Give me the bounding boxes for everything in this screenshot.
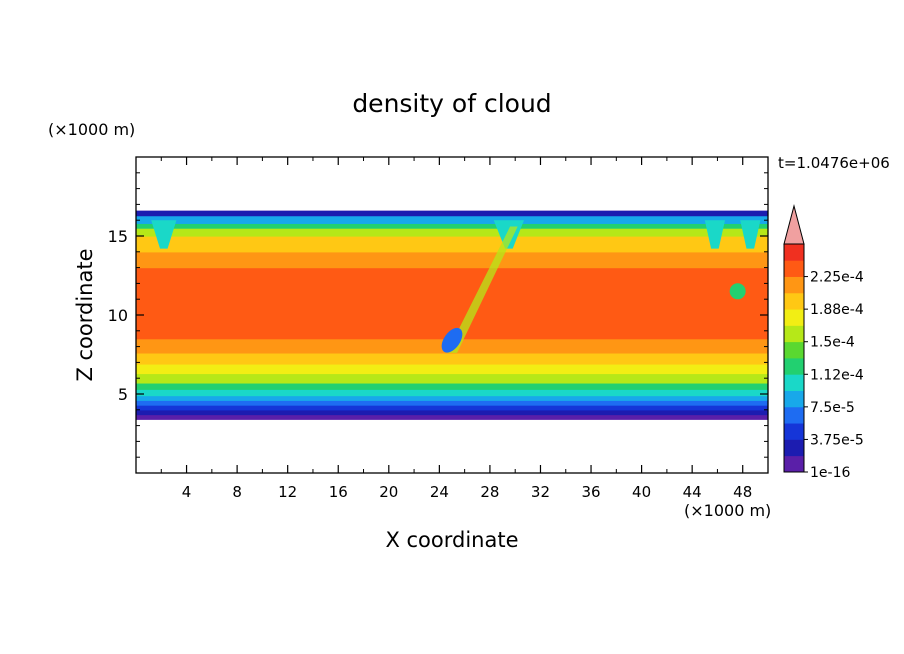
- x-tick-label: 40: [632, 483, 651, 501]
- density-band: [136, 236, 768, 253]
- colorbar-label: 1e-16: [810, 465, 850, 481]
- x-axis: 4 8 12 16 20 24 28 32 36 40 44 48: [160, 157, 752, 501]
- x-tick-label: 48: [733, 483, 752, 501]
- colorbar-label: 2.25e-4: [810, 270, 864, 286]
- x-tick-label: 44: [683, 483, 702, 501]
- density-band: [136, 382, 768, 390]
- y-tick-label: 15: [108, 227, 128, 246]
- colorbar-label: 7.5e-5: [810, 400, 855, 416]
- x-unit-label: (×1000 m): [684, 501, 771, 520]
- y-unit-label: (×1000 m): [48, 120, 135, 139]
- density-band: [136, 405, 768, 411]
- density-band: [136, 223, 768, 229]
- y-axis: 5 10 15: [108, 172, 768, 458]
- colorbar-bin: [784, 390, 804, 408]
- x-tick-label: 32: [531, 483, 550, 501]
- density-band: [136, 251, 768, 269]
- colorbar-overflow-arrow: [783, 204, 805, 245]
- density-band: [136, 409, 768, 416]
- y-tick-label: 10: [108, 306, 128, 325]
- dry-pocket: [729, 283, 746, 300]
- colorbar-bin: [784, 325, 804, 343]
- colorbar-bin: [784, 455, 804, 473]
- colorbar-bin: [784, 309, 804, 326]
- dry-pocket: [441, 327, 463, 353]
- cloud-top-tongue: [740, 220, 761, 249]
- density-band: [136, 267, 768, 292]
- colorbar-bin: [784, 439, 804, 457]
- x-tick-label: 36: [581, 483, 600, 501]
- density-band: [136, 352, 768, 365]
- density-band: [136, 389, 768, 397]
- cloud-top-edge: [136, 210, 768, 217]
- x-tick-label: 4: [182, 483, 192, 501]
- colorbar: 1e-16 3.75e-5 7.5e-5 1.12e-4 1.5e-4 1.88e-4 2.…: [783, 204, 864, 481]
- chart-title: density of cloud: [352, 89, 551, 118]
- x-axis-label: X coordinate: [385, 528, 518, 552]
- colorbar-bin: [784, 423, 804, 440]
- density-band: [136, 373, 768, 384]
- colorbar-label: 1.12e-4: [810, 367, 864, 383]
- density-band: [136, 363, 768, 375]
- density-band: [136, 414, 768, 420]
- cloud-top-tongue: [151, 220, 177, 249]
- cloud-top-tongue: [704, 220, 725, 249]
- density-band: [136, 400, 768, 406]
- x-tick-label: 24: [430, 483, 449, 501]
- colorbar-bin: [784, 276, 804, 294]
- colorbar-label: 1.88e-4: [810, 302, 864, 318]
- colorbar-bin: [784, 406, 804, 424]
- colorbar-label: 1.5e-4: [810, 335, 855, 351]
- y-tick-label: 5: [118, 385, 128, 404]
- colorbar-bin: [784, 341, 804, 359]
- y-axis-label: Z coordinate: [73, 248, 97, 381]
- colorbar-bin: [784, 292, 804, 310]
- density-band: [136, 291, 768, 324]
- colorbar-bin: [784, 358, 804, 375]
- colorbar-bin: [784, 260, 804, 277]
- x-tick-label: 8: [232, 483, 242, 501]
- x-tick-label: 20: [379, 483, 398, 501]
- density-band: [136, 395, 768, 401]
- colorbar-bin: [784, 244, 804, 261]
- cloud-features: [136, 210, 768, 353]
- slanted-streak: [446, 226, 518, 353]
- colorbar-frame: [783, 243, 805, 473]
- x-tick-label: 16: [329, 483, 348, 501]
- time-label: t=1.0476e+06: [778, 154, 890, 172]
- cloud-top-edge: [136, 216, 768, 222]
- colorbar-label: 3.75e-5: [810, 432, 864, 448]
- x-tick-label: 12: [278, 483, 297, 501]
- x-tick-label: 28: [480, 483, 499, 501]
- colorbar-bin: [784, 374, 804, 391]
- density-band: [136, 228, 768, 237]
- density-field: [136, 210, 768, 420]
